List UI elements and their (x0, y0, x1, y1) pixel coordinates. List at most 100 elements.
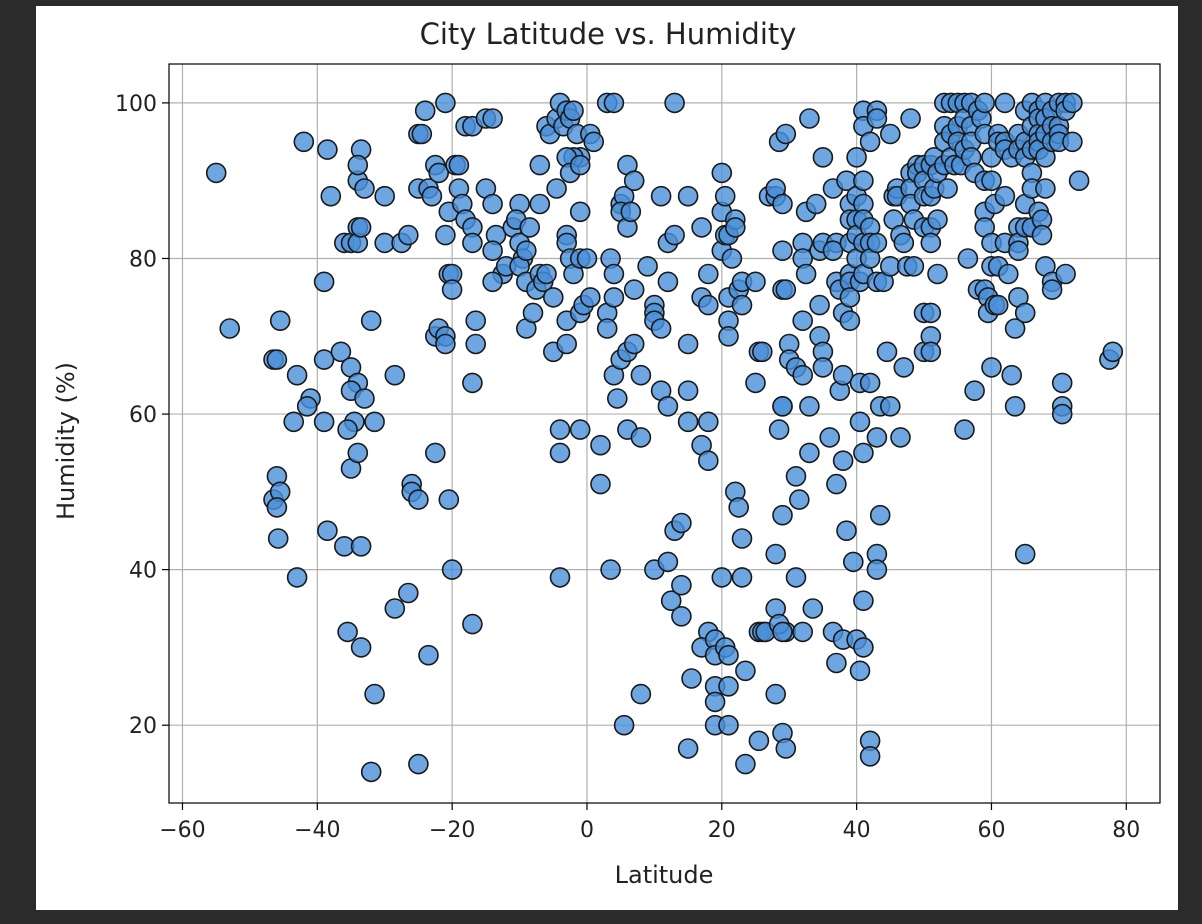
data-point (293, 131, 315, 153)
data-point (718, 675, 739, 697)
data-point (890, 427, 911, 448)
data-point (768, 419, 790, 440)
data-point (435, 224, 456, 246)
data-point (802, 598, 824, 619)
data-point (775, 738, 797, 759)
data-point (529, 154, 551, 176)
data-point (775, 279, 797, 300)
data-point (590, 434, 611, 456)
data-point (671, 605, 692, 627)
x-tick-label: −20 (429, 818, 475, 843)
data-point (283, 411, 305, 433)
data-point (482, 271, 503, 293)
data-point (974, 92, 996, 114)
data-point (866, 232, 888, 254)
data-point (596, 318, 618, 339)
data-point (859, 745, 881, 767)
data-point (549, 442, 571, 464)
data-point (853, 170, 874, 191)
data-point (569, 201, 591, 223)
data-point (751, 341, 773, 363)
data-point (920, 341, 942, 363)
data-point (549, 567, 571, 588)
data-point (876, 341, 898, 363)
data-point (465, 310, 487, 332)
data-point (711, 567, 733, 588)
data-point (1014, 302, 1036, 324)
data-point (839, 310, 861, 332)
x-axis-label: Latitude (615, 861, 714, 889)
data-point (866, 108, 888, 129)
data-point (697, 411, 719, 433)
data-point (515, 240, 537, 261)
data-point (664, 224, 685, 246)
data-point (826, 652, 847, 674)
data-point (482, 108, 503, 129)
data-point (350, 535, 372, 557)
data-point (1008, 240, 1029, 261)
data-point (411, 123, 433, 145)
data-point (435, 333, 456, 355)
data-point (765, 683, 787, 705)
data-point (317, 520, 338, 542)
data-point (590, 473, 611, 495)
data-point (579, 287, 601, 308)
data-point (435, 92, 456, 114)
data-point (987, 294, 1009, 316)
data-point (981, 357, 1002, 378)
data-point (549, 419, 571, 440)
data-point (879, 395, 901, 417)
data-point (772, 193, 793, 215)
data-point (630, 364, 652, 386)
data-point (849, 660, 871, 682)
data-point (681, 668, 702, 689)
data-point (748, 730, 770, 752)
x-tick-label: 60 (977, 818, 1005, 843)
data-point (731, 528, 753, 549)
data-point (994, 92, 1016, 114)
data-point (711, 162, 733, 184)
data-point (266, 497, 288, 518)
data-point (414, 100, 436, 121)
data-point (266, 349, 288, 370)
data-point (691, 217, 712, 238)
data-point (799, 395, 820, 417)
data-point (462, 613, 483, 635)
data-point (697, 294, 719, 316)
data-point (954, 419, 975, 440)
data-point (296, 395, 318, 417)
data-point (745, 271, 766, 293)
data-point (519, 217, 541, 238)
data-point (677, 738, 699, 759)
data-point (893, 357, 915, 378)
data-point (822, 240, 844, 261)
y-axis-label: Humidity (%) (52, 362, 80, 520)
data-point (347, 154, 369, 176)
data-point (384, 598, 406, 619)
data-point (522, 302, 544, 324)
data-point (772, 395, 793, 417)
data-point (337, 419, 358, 440)
data-point (792, 621, 814, 643)
data-point (799, 442, 820, 464)
data-point (859, 131, 881, 153)
data-point (330, 341, 352, 363)
data-point (317, 139, 338, 160)
data-point (542, 287, 564, 308)
data-point (354, 178, 375, 199)
data-point (441, 279, 463, 300)
data-point (1068, 170, 1090, 191)
data-point (613, 714, 635, 736)
data-point (964, 380, 985, 402)
x-tick-label: −40 (294, 818, 340, 843)
data-point (556, 333, 578, 355)
data-point (1051, 372, 1073, 394)
data-point (536, 263, 557, 285)
data-point (772, 240, 793, 261)
data-point (731, 294, 753, 316)
data-point (657, 271, 679, 293)
data-point (650, 318, 672, 339)
chart-title: City Latitude vs. Humidity (420, 17, 797, 51)
data-point (1051, 403, 1073, 425)
data-point (869, 504, 891, 526)
